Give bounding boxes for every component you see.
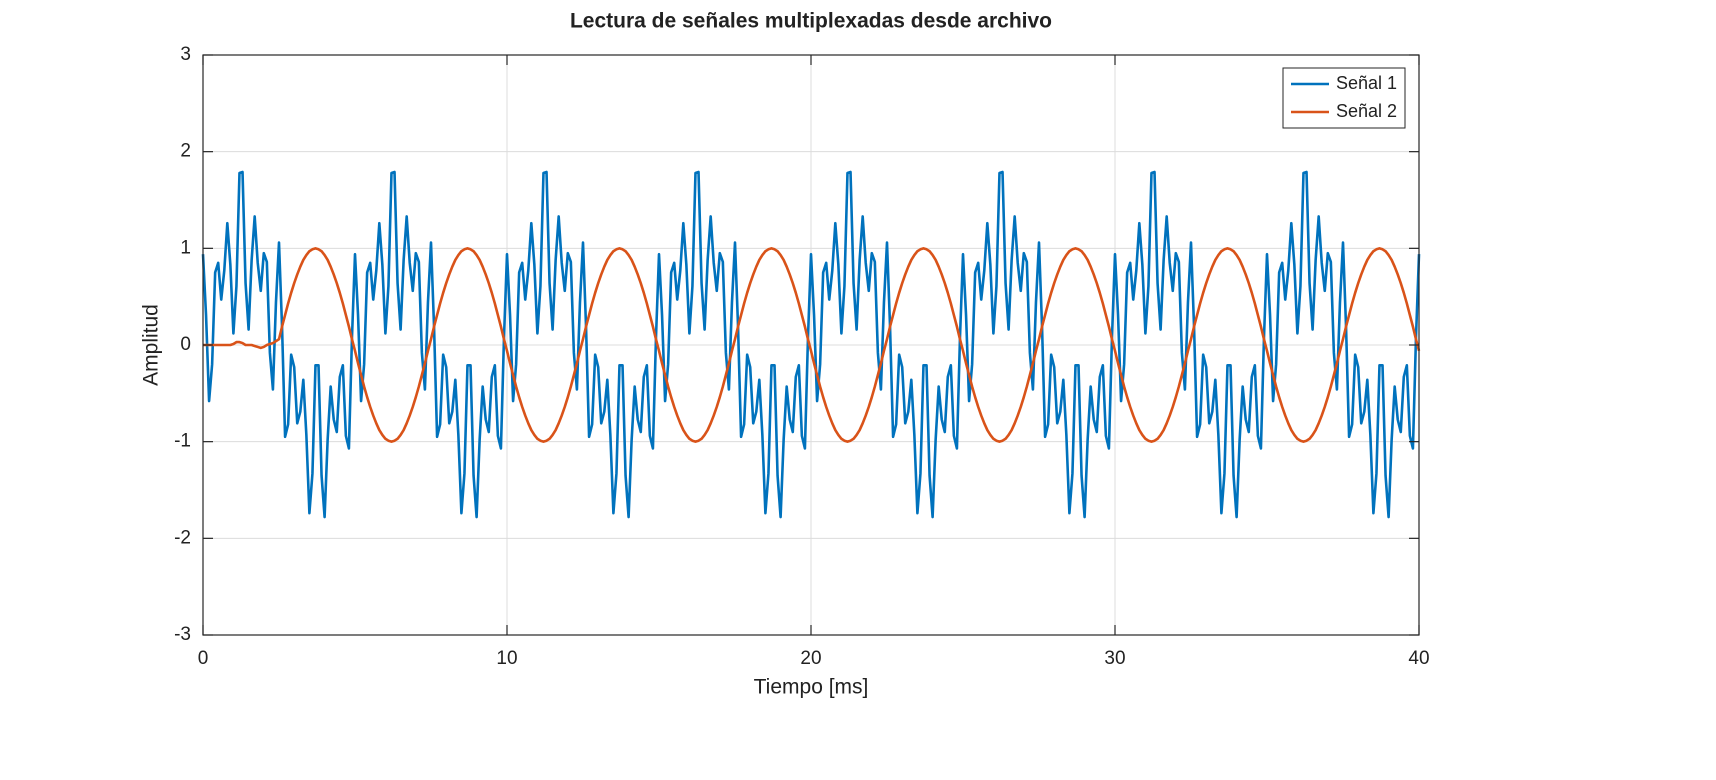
series-line	[203, 247, 1421, 443]
y-tick-label: 0	[180, 334, 191, 355]
y-tick-label: -1	[174, 431, 191, 452]
y-tick-label: 1	[180, 237, 191, 258]
x-tick-label: 30	[1104, 648, 1125, 669]
legend-label: Señal 2	[1336, 101, 1397, 121]
x-tick-label: 10	[496, 648, 517, 669]
y-tick-label: 2	[180, 141, 191, 162]
x-tick-label: 20	[800, 648, 821, 669]
legend-box	[1282, 67, 1406, 129]
x-tick-label: 40	[1408, 648, 1429, 669]
series-line	[201, 170, 1421, 519]
chart-title: Lectura de señales multiplexadas desde a…	[570, 10, 1052, 33]
y-tick-label: 3	[180, 44, 191, 65]
x-axis-label: Tiempo [ms]	[754, 676, 869, 699]
legend: Señal 1 Señal 2	[1282, 67, 1406, 129]
y-axis-label: Amplitud	[140, 304, 163, 386]
x-tick-label: 0	[198, 648, 209, 669]
y-tick-label: -2	[174, 527, 191, 548]
plot-lines	[201, 170, 1421, 519]
legend-label: Señal 1	[1336, 73, 1397, 93]
y-tick-label: -3	[174, 624, 191, 645]
